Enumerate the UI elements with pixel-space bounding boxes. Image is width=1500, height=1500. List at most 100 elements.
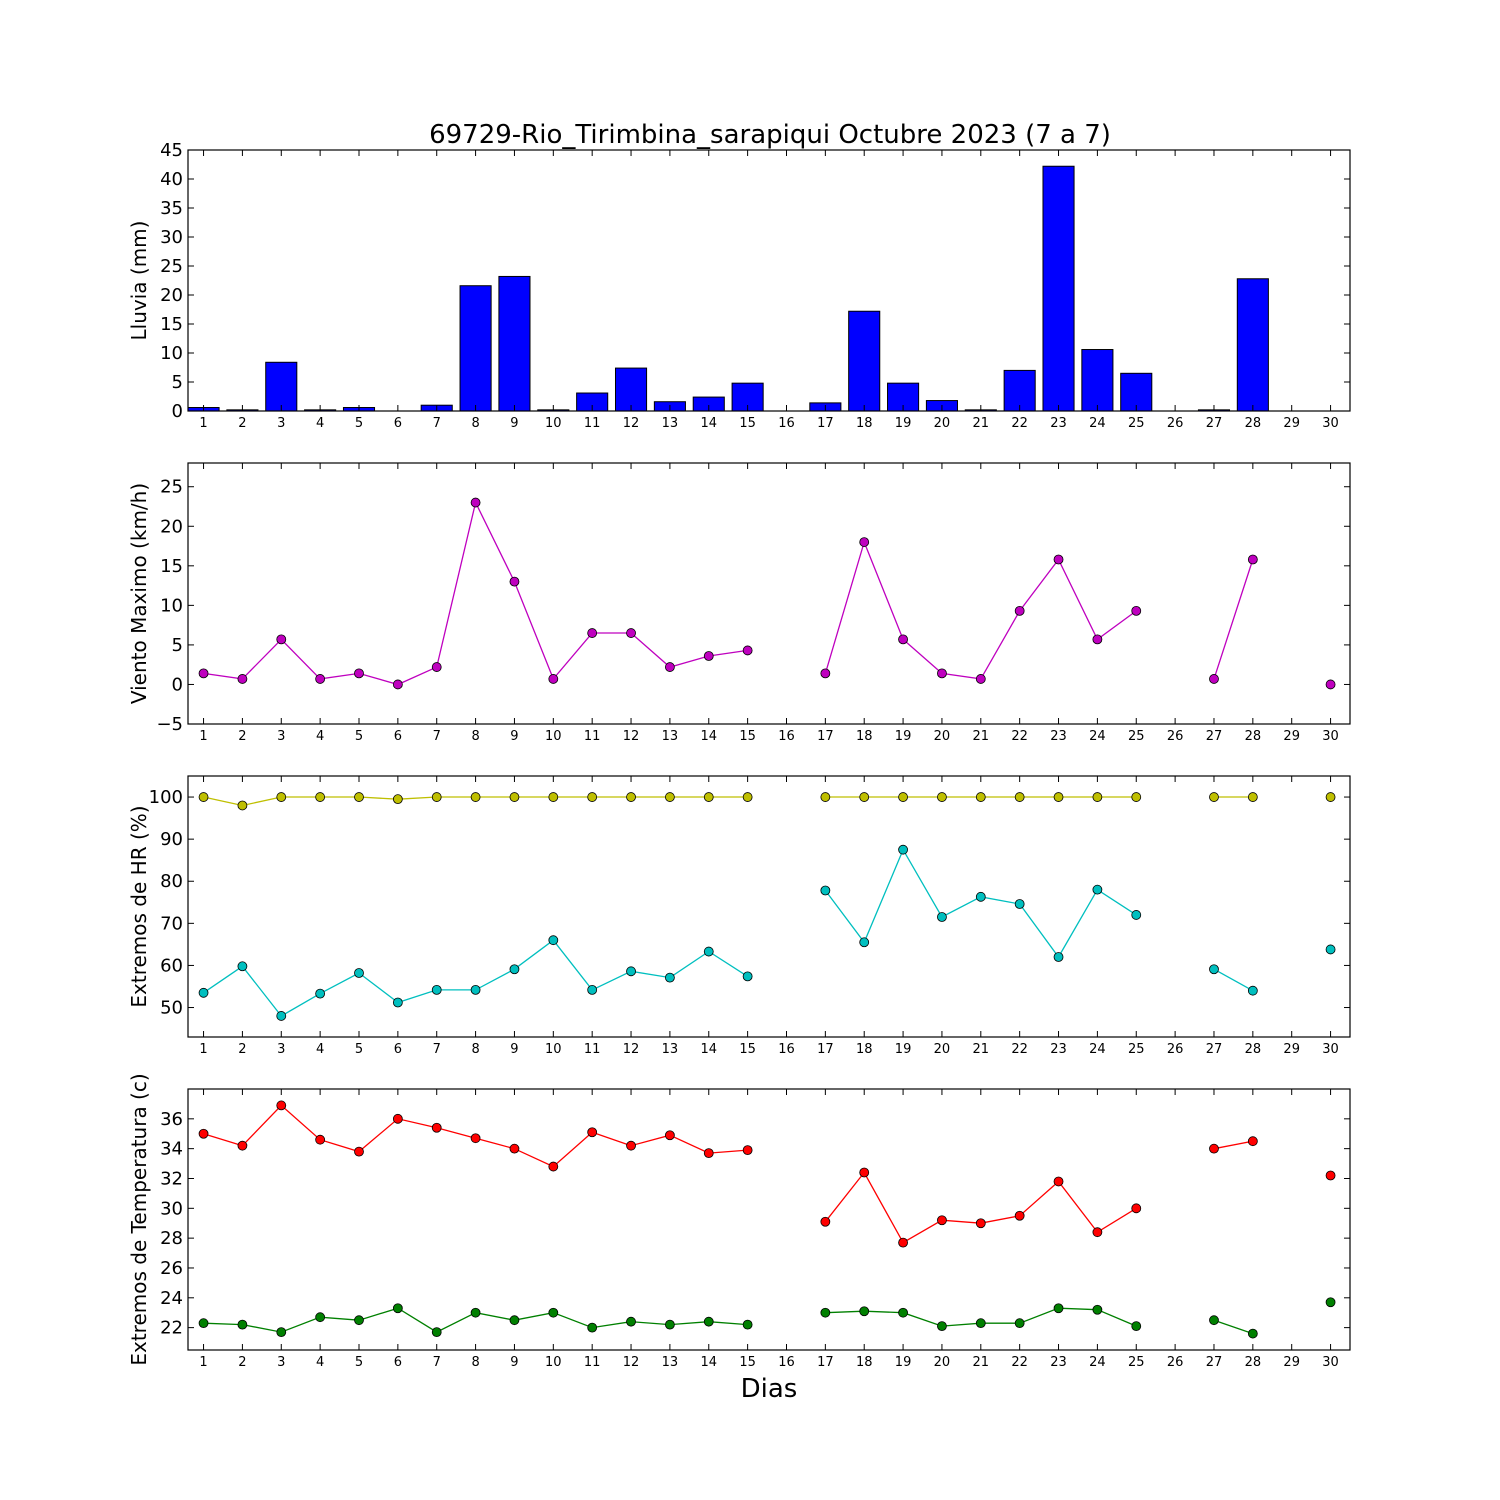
series-1-point-day-30 [1325,679,1336,690]
series-1-point-day-24 [1092,634,1103,645]
x-tick-label: 24 [1089,1042,1106,1057]
series-1-point-day-9 [509,576,520,587]
x-tick-label: 11 [584,729,601,744]
series-2-point-day-20 [937,1321,947,1332]
series-1-point-day-17 [820,792,831,802]
x-tick-label: 4 [316,729,324,744]
x-tick-label: 2 [238,729,246,744]
x-tick-label: 6 [394,416,402,431]
x-tick-label: 26 [1167,1042,1184,1057]
y-tick-label: 45 [160,140,183,161]
series-1-point-day-17 [820,668,831,679]
x-tick-label: 4 [316,416,324,431]
y-tick-label: −5 [156,714,183,735]
bar-day-12 [614,367,648,412]
x-tick-label: 24 [1089,416,1106,431]
y-axis-label: Extremos de Temperatura (c) [127,1073,151,1365]
x-tick-label: 29 [1283,1355,1300,1370]
x-tick-label: 3 [277,1042,285,1057]
series-2-point-day-21 [975,1318,986,1329]
bar-day-24 [1081,349,1114,412]
x-tick-label: 11 [584,1355,601,1370]
x-tick-label: 4 [316,1355,324,1370]
x-axis-label: Dias [741,1374,798,1404]
series-2-point-day-9 [509,964,520,975]
series-2-point-day-23 [1053,952,1064,962]
series-1-line-1 [203,500,748,686]
x-tick-label: 15 [739,416,756,431]
x-tick-label: 14 [700,1355,717,1370]
series-1-point-day-12 [626,1140,636,1151]
x-tick-label: 22 [1011,729,1028,744]
x-tick-label: 1 [199,416,207,431]
x-tick-label: 4 [316,1042,324,1057]
series-1-point-day-8 [470,497,481,508]
y-tick-label: 34 [160,1139,183,1160]
x-tick-label: 15 [739,1042,756,1057]
x-tick-label: 19 [895,1042,912,1057]
x-tick-label: 5 [355,416,363,431]
bar-day-3 [265,361,298,412]
series-2-point-day-5 [354,1315,364,1326]
x-tick-label: 18 [856,1355,873,1370]
series-2-point-day-10 [548,935,559,946]
series-1-point-day-2 [237,800,248,811]
series-1-point-day-8 [470,1133,481,1144]
y-axis-label: Viento Maximo (km/h) [127,483,151,704]
series-1-point-day-28 [1247,1136,1258,1147]
series-1-point-day-7 [431,1122,442,1133]
series-2-point-day-19 [898,844,908,855]
series-1-point-day-3 [276,792,287,802]
y-tick-label: 5 [172,372,183,393]
y-tick-label: 10 [160,595,183,616]
x-tick-label: 3 [277,416,285,431]
x-tick-label: 3 [277,729,285,744]
series-1-point-day-25 [1131,606,1142,616]
x-tick-label: 21 [973,729,990,744]
y-axis-label: Lluvia (mm) [127,221,151,341]
series-2-point-day-24 [1092,884,1103,895]
x-tick-label: 23 [1050,729,1067,744]
plot-frame [187,149,1351,412]
x-tick-label: 7 [433,416,441,431]
series-2-point-day-4 [315,988,326,999]
x-tick-label: 14 [700,1042,717,1057]
x-tick-label: 26 [1167,1355,1184,1370]
x-tick-label: 9 [510,1042,518,1057]
series-2-point-day-10 [548,1307,559,1318]
x-tick-label: 8 [471,416,479,431]
x-tick-label: 13 [662,1355,679,1370]
series-1-point-day-6 [392,794,403,805]
x-tick-label: 30 [1322,729,1339,744]
x-tick-label: 30 [1322,416,1339,431]
series-2-point-day-1 [198,987,209,998]
x-tick-label: 22 [1011,1355,1028,1370]
series-1-point-day-15 [742,645,753,656]
series-2-point-day-13 [664,972,675,983]
series-2-point-day-24 [1092,1304,1103,1315]
series-1-point-day-23 [1053,1176,1064,1187]
x-tick-label: 26 [1167,729,1184,744]
series-1-point-day-20 [937,1215,947,1226]
bar-day-18 [848,310,881,412]
series-1-point-day-5 [354,668,364,679]
x-tick-label: 8 [471,1042,479,1057]
x-tick-label: 16 [778,1042,795,1057]
series-2-point-day-28 [1247,985,1258,996]
series-1-point-day-22 [1014,606,1025,616]
y-axis-label: Extremos de HR (%) [127,805,151,1007]
x-tick-label: 10 [545,1355,562,1370]
x-tick-label: 20 [934,416,951,431]
series-1-line-2 [824,540,1137,680]
y-tick-label: 70 [160,913,183,934]
x-tick-label: 9 [510,729,518,744]
x-tick-label: 21 [973,1042,990,1057]
x-tick-label: 6 [394,1042,402,1057]
x-tick-label: 14 [700,729,717,744]
series-1-point-day-3 [276,1100,287,1111]
x-tick-label: 18 [856,416,873,431]
series-2-point-day-17 [820,1307,831,1318]
series-2-point-day-13 [664,1319,675,1330]
